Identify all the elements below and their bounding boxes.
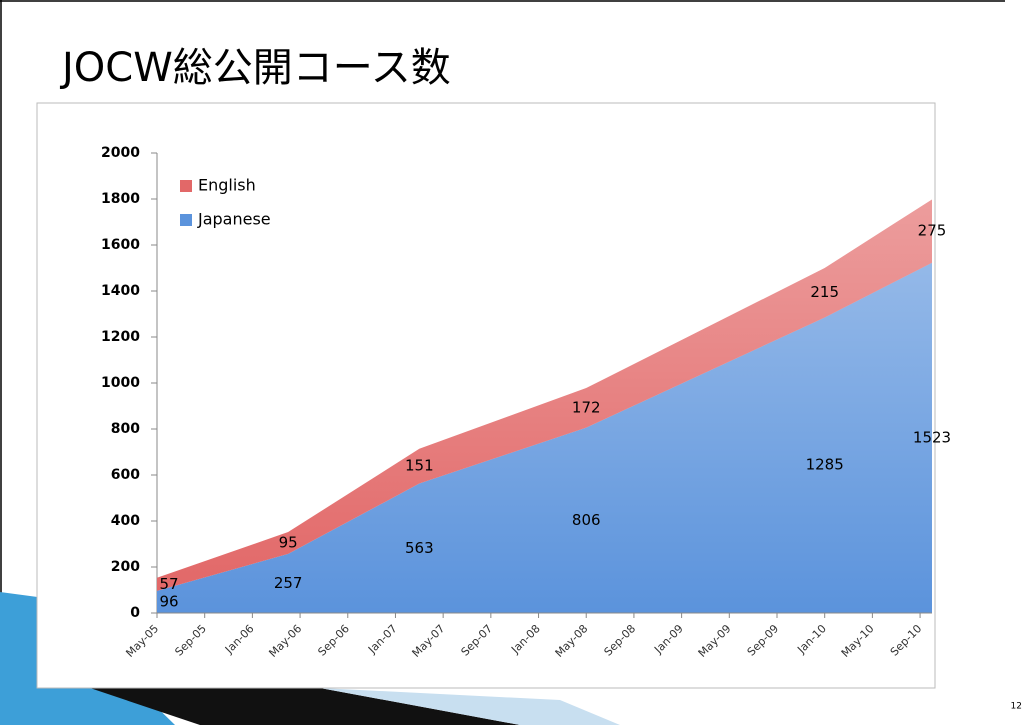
y-tick-label: 0 (130, 605, 140, 621)
data-label: 806 (572, 511, 601, 529)
y-tick-label: 800 (111, 421, 140, 437)
y-tick-label: 1200 (101, 329, 140, 345)
legend-swatch (180, 180, 192, 192)
y-tick-label: 200 (111, 559, 140, 575)
data-label: 172 (572, 398, 601, 416)
data-label: 95 (279, 533, 298, 551)
y-tick-label: 1400 (101, 283, 140, 299)
legend-swatch (180, 214, 192, 226)
data-label: 1523 (913, 428, 951, 446)
data-label: 257 (274, 574, 303, 592)
slide-number: 12 (1011, 702, 1022, 712)
data-label: 151 (405, 457, 434, 475)
y-tick-label: 1800 (101, 191, 140, 207)
y-tick-label: 2000 (101, 145, 140, 161)
decoration (90, 688, 520, 725)
y-tick-label: 1600 (101, 237, 140, 253)
data-label: 57 (159, 575, 178, 593)
legend-label: Japanese (197, 210, 271, 229)
decoration (320, 688, 620, 725)
data-label: 96 (159, 592, 178, 610)
legend-label: English (198, 176, 256, 195)
data-label: 563 (405, 539, 434, 557)
area-shade (157, 199, 932, 591)
y-tick-label: 600 (111, 467, 140, 483)
area-shade (157, 262, 932, 613)
y-tick-label: 400 (111, 513, 140, 529)
y-tick-label: 1000 (101, 375, 140, 391)
data-label: 1285 (806, 456, 844, 474)
data-label: 275 (918, 222, 947, 240)
data-label: 215 (810, 283, 839, 301)
slide-title: JOCW総公開コース数 (59, 45, 451, 91)
